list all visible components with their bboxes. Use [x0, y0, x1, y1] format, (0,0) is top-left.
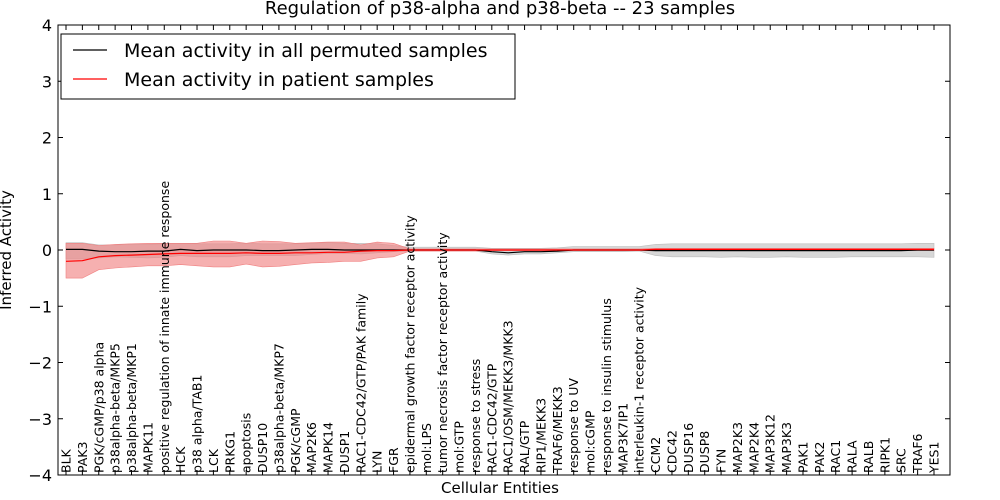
y-tick-label: 1	[42, 185, 52, 204]
x-tick-label: PAK1	[796, 442, 811, 473]
x-tick-label: RAC1-CDC42/GTP/PAK family	[353, 293, 368, 473]
x-axis-label: Cellular Entities	[441, 479, 559, 497]
x-tick-label: LCK	[206, 448, 221, 473]
x-tick-label: SRC	[894, 448, 909, 473]
x-tick-label: CCM2	[648, 437, 663, 473]
x-tick-label: PAK3	[75, 442, 90, 473]
x-tick-label: LYN	[370, 451, 385, 473]
y-tick-label: −1	[28, 297, 52, 316]
x-tick-label: MAPK11	[140, 422, 155, 473]
x-tick-label: RIP1/MEKK3	[533, 398, 548, 473]
x-tick-label: MAP2K6	[304, 422, 319, 473]
x-tick-label: YES1	[927, 442, 942, 474]
x-tick-label: TRAF6	[910, 433, 925, 474]
y-tick-label: −3	[28, 410, 52, 429]
confidence-bands	[65, 240, 935, 279]
x-tick-label: BLK	[59, 448, 74, 473]
x-tick-label: mol:GTP	[452, 421, 467, 473]
x-tick-label: p38alpha-beta/MKP1	[124, 343, 139, 473]
x-tick-label: RIPK1	[877, 437, 892, 473]
x-tick-label: positive regulation of innate immune res…	[157, 181, 172, 473]
x-tick-label: PGK/cGMP/p38 alpha	[91, 342, 106, 473]
y-tick-label: −2	[28, 354, 52, 373]
chart-title: Regulation of p38-alpha and p38-beta -- …	[265, 0, 735, 19]
x-tick-label: DUSP16	[681, 423, 696, 473]
x-tick-label: mol:cGMP	[583, 410, 598, 473]
legend-label-patient: Mean activity in patient samples	[124, 69, 434, 91]
x-tick-label: MAP3K12	[763, 414, 778, 473]
legend-label-permuted: Mean activity in all permuted samples	[124, 40, 487, 62]
x-tick-label: response to stress	[468, 359, 483, 473]
x-tick-label: tumor necrosis factor receptor activity	[435, 232, 450, 473]
x-tick-label: DUSP1	[337, 431, 352, 473]
series-line-patient	[65, 248, 934, 262]
x-tick-label: MAP3K7IP1	[615, 403, 630, 473]
x-tick-label: FYN	[714, 449, 729, 473]
legend: Mean activity in all permuted samples Me…	[60, 33, 516, 100]
x-tick-label: RAL/GTP	[517, 420, 532, 473]
x-tick-label: response to UV	[566, 378, 581, 473]
x-tick-label: MAP3K3	[779, 422, 794, 473]
x-tick-label: RALB	[861, 441, 876, 473]
y-axis-label: Inferred Activity	[0, 190, 15, 310]
y-tick-label: 2	[42, 129, 52, 148]
x-tick-label: TRAF6/MEKK3	[550, 386, 565, 474]
y-axis: −4 −3 −2 −1 0 1 2 3 4	[28, 16, 950, 485]
x-tick-label: MAP2K3	[730, 422, 745, 473]
x-tick-label: FGR	[386, 447, 401, 473]
x-tick-label: apoptosis	[239, 413, 254, 473]
x-tick-label: mol:LPS	[419, 423, 434, 473]
x-tick-label: CDC42	[665, 430, 680, 473]
x-tick-label: PRKG1	[222, 431, 237, 473]
series-line-permuted	[66, 248, 934, 254]
x-tick-label: interleukin-1 receptor activity	[632, 286, 647, 473]
x-tick-label: p38 alpha/TAB1	[190, 375, 205, 473]
x-tick-label: RALA	[845, 440, 860, 473]
y-tick-label: 4	[42, 16, 52, 35]
x-tick-label: HCK	[173, 446, 188, 473]
y-tick-label: 3	[42, 72, 52, 91]
x-tick-label: DUSP10	[255, 423, 270, 473]
x-tick-label: PGK/cGMP	[288, 408, 303, 473]
x-tick-label: PAK2	[812, 442, 827, 473]
x-tick-label: DUSP8	[697, 431, 712, 473]
y-tick-label: −4	[28, 466, 52, 485]
x-tick-label: epidermal growth factor receptor activit…	[402, 215, 417, 473]
x-tick-label: p38alpha-beta/MKP7	[271, 343, 286, 473]
x-tick-label: RAC1	[828, 440, 843, 473]
x-tick-label: p38alpha-beta/MKP5	[108, 343, 123, 473]
y-tick-label: 0	[42, 241, 52, 260]
legend-box	[60, 33, 516, 100]
x-tick-label: RAC1-CDC42/GTP	[484, 363, 499, 473]
series-lines	[65, 248, 934, 262]
x-tick-label: MAPK14	[321, 422, 336, 473]
x-tick-label: MAP2K4	[746, 422, 761, 473]
x-tick-label: response to insulin stimulus	[599, 298, 614, 473]
x-axis: BLK PAK3 PGK/cGMP/p38 alpha p38alpha-beta/M…	[59, 25, 942, 475]
x-tick-label: RAC1/OSM/MEKK3/MKK3	[501, 320, 516, 473]
